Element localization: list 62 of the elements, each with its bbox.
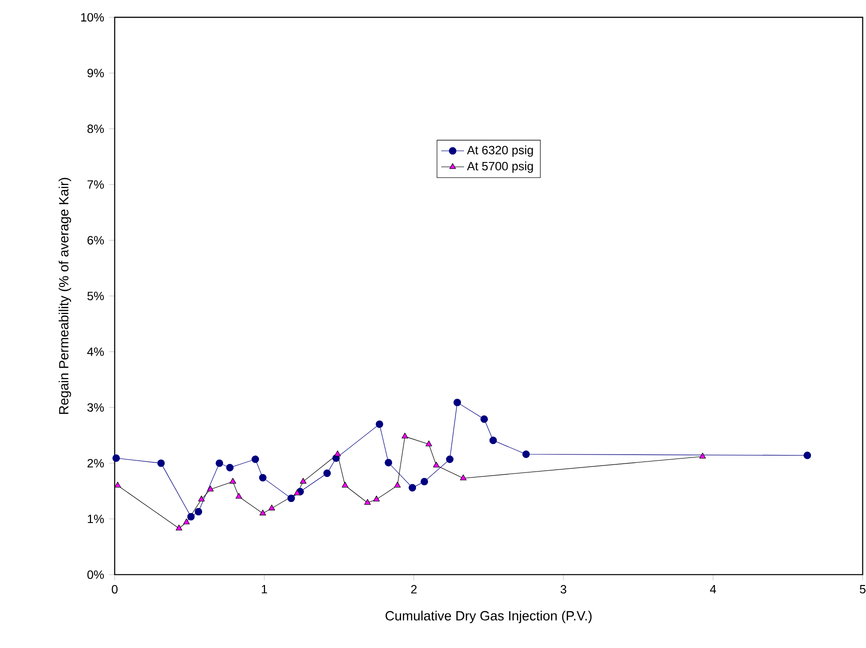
point — [252, 456, 260, 464]
point — [198, 496, 205, 502]
point — [699, 452, 706, 458]
point — [364, 499, 371, 505]
legend-label: At 6320 psig — [466, 146, 533, 157]
point — [300, 478, 306, 484]
x-tick-label: 2 — [411, 585, 417, 594]
point — [384, 458, 392, 466]
point — [187, 512, 195, 520]
point — [287, 494, 295, 502]
y-tick-label: 4% — [87, 348, 104, 356]
point — [260, 510, 266, 516]
point — [183, 518, 190, 524]
point — [323, 469, 331, 477]
y-tick-label: 9% — [87, 68, 104, 78]
x-tick-label: 3 — [560, 585, 566, 594]
point — [433, 462, 440, 468]
point — [334, 450, 341, 456]
point — [342, 482, 348, 488]
y-tick-label: 5% — [87, 292, 104, 300]
point — [454, 398, 461, 406]
x-axis-title: Cumulative Dry Gas Injection (P.V.) — [386, 610, 592, 624]
point — [207, 486, 214, 492]
y-tick-label: 0% — [87, 570, 104, 579]
point — [112, 454, 120, 462]
y-tick-label: 6% — [88, 236, 104, 245]
point — [294, 490, 300, 496]
point — [259, 474, 267, 482]
legend-label: At 5700 psig — [466, 162, 533, 173]
y-axis-title: Regain Permeability (% of average Kair) — [58, 178, 72, 414]
point — [480, 415, 488, 423]
point — [402, 432, 408, 438]
y-tick-label: 10% — [81, 13, 104, 22]
x-tick-label: 0 — [112, 585, 118, 594]
point — [226, 464, 234, 472]
point — [114, 482, 121, 488]
x-tick-label: 5 — [860, 585, 866, 594]
point — [230, 478, 236, 484]
point — [268, 504, 276, 510]
y-tick-label: 2% — [88, 458, 104, 468]
point — [373, 496, 380, 502]
x-tick-label: 4 — [710, 585, 716, 594]
y-tick-label: 3% — [87, 403, 104, 412]
x-tick-label: 1 — [262, 585, 268, 594]
point — [446, 456, 454, 464]
point — [420, 478, 428, 486]
point — [216, 459, 224, 467]
point — [804, 452, 812, 460]
y-tick-label: 7% — [88, 180, 104, 189]
point — [194, 508, 202, 516]
point — [460, 474, 467, 480]
point — [522, 450, 530, 458]
point — [176, 524, 182, 530]
point — [236, 492, 242, 499]
point — [157, 459, 165, 467]
y-tick-label: 1% — [88, 514, 104, 524]
point — [408, 484, 416, 492]
point — [376, 420, 384, 428]
y-tick-label: 8% — [87, 124, 104, 134]
point — [426, 440, 432, 446]
point — [394, 482, 401, 488]
point — [489, 436, 497, 444]
